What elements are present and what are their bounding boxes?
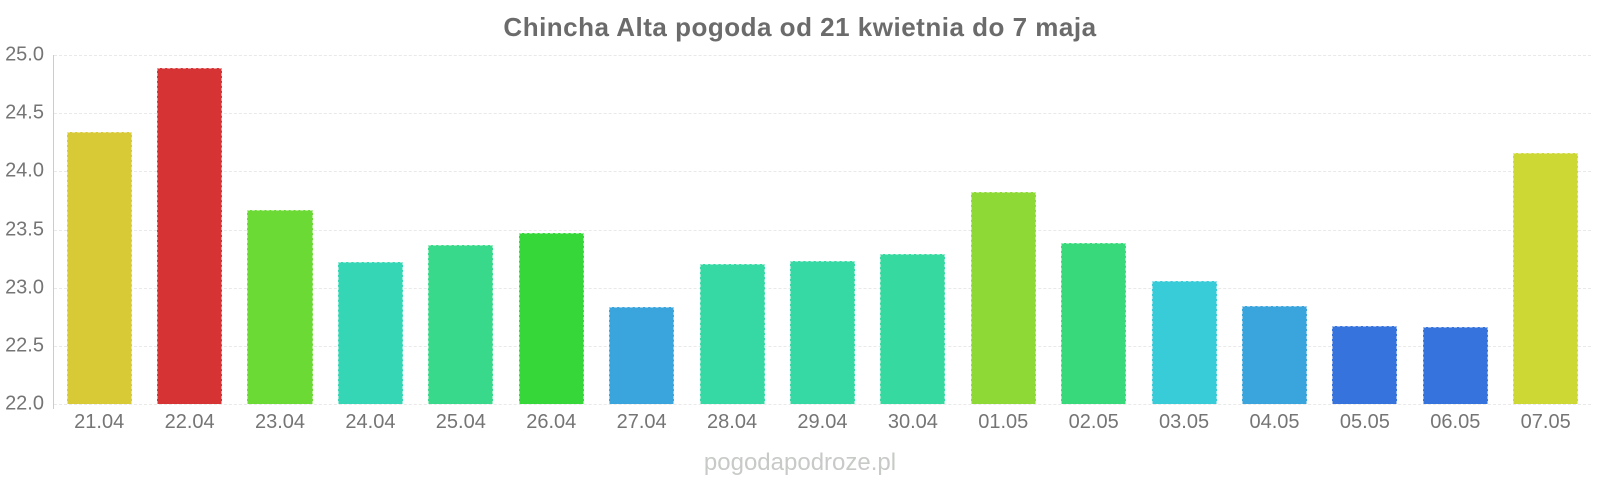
bar-slot bbox=[958, 55, 1048, 404]
x-tick-label: 29.04 bbox=[797, 411, 848, 433]
x-tick-label: 26.04 bbox=[526, 411, 577, 433]
bar-slot bbox=[777, 55, 867, 404]
x-tick-label: 30.04 bbox=[887, 411, 938, 433]
bar-30.04[interactable] bbox=[880, 253, 946, 404]
x-tick-label: 02.05 bbox=[1068, 411, 1119, 433]
gridline bbox=[54, 229, 1591, 231]
bar-slot bbox=[1410, 55, 1500, 404]
bar-slot bbox=[1320, 55, 1410, 404]
chart-title: Chincha Alta pogoda od 21 kwietnia do 7 … bbox=[503, 12, 1097, 42]
y-tick-label: 23.5 bbox=[5, 218, 44, 240]
bar-26.04[interactable] bbox=[518, 233, 584, 404]
y-tick-label: 23.0 bbox=[5, 276, 44, 299]
bar-02.05[interactable] bbox=[1061, 243, 1127, 404]
x-tick-label: 01.05 bbox=[978, 411, 1029, 433]
bar-21.04[interactable] bbox=[66, 131, 132, 404]
y-tick-label: 22.0 bbox=[5, 392, 44, 415]
bar-24.04[interactable] bbox=[337, 262, 403, 404]
bar-22.04[interactable] bbox=[157, 67, 223, 404]
gridline bbox=[54, 113, 1591, 115]
gridline bbox=[54, 55, 1591, 56]
bar-03.05[interactable] bbox=[1151, 280, 1217, 404]
bar-25.04[interactable] bbox=[428, 244, 494, 404]
y-tick-label: 25.0 bbox=[5, 43, 44, 66]
bar-slot bbox=[325, 55, 415, 404]
x-axis-tick-labels: 21.04 22.04 23.04 24.04 25.04 26.04 27.04 28.04… bbox=[54, 411, 1591, 434]
x-tick-label: 03.05 bbox=[1159, 411, 1210, 433]
bar-04.05[interactable] bbox=[1241, 306, 1308, 404]
bar-slot bbox=[235, 55, 325, 404]
bar-slot bbox=[1139, 55, 1229, 404]
bar-slot bbox=[1229, 55, 1319, 404]
bar-slot bbox=[54, 55, 144, 404]
bar-07.05[interactable] bbox=[1513, 152, 1579, 404]
bar-slot bbox=[687, 55, 777, 404]
watermark: pogodapodroze.pl bbox=[703, 449, 897, 476]
gridline bbox=[54, 171, 1591, 173]
x-tick-label: 24.04 bbox=[345, 411, 396, 433]
bar-01.05[interactable] bbox=[970, 192, 1036, 404]
y-tick-label: 24.0 bbox=[5, 159, 44, 182]
x-tick-label: 04.05 bbox=[1249, 411, 1300, 433]
x-tick-label: 07.05 bbox=[1520, 411, 1571, 433]
y-axis-line bbox=[53, 55, 54, 409]
bar-slot bbox=[144, 55, 234, 404]
bar-27.04[interactable] bbox=[609, 307, 675, 404]
bars-row bbox=[54, 55, 1591, 404]
x-tick-label: 28.04 bbox=[707, 411, 758, 433]
bar-slot bbox=[596, 55, 686, 404]
bar-slot bbox=[868, 55, 958, 404]
bar-28.04[interactable] bbox=[699, 264, 765, 404]
bar-23.04[interactable] bbox=[247, 209, 313, 404]
plot-area bbox=[54, 55, 1591, 405]
bar-05.05[interactable] bbox=[1332, 326, 1398, 404]
x-tick-label: 05.05 bbox=[1339, 411, 1390, 433]
y-tick-label: 22.5 bbox=[5, 334, 44, 357]
x-tick-label: 22.04 bbox=[164, 411, 215, 433]
x-tick-label: 21.04 bbox=[74, 411, 125, 433]
x-tick-label: 23.04 bbox=[254, 411, 306, 433]
bar-slot bbox=[416, 55, 506, 404]
y-tick-label: 24.5 bbox=[5, 101, 44, 124]
x-tick-label: 25.04 bbox=[435, 411, 486, 433]
bar-slot bbox=[1048, 55, 1138, 404]
x-tick-label: 27.04 bbox=[616, 411, 667, 433]
bar-slot bbox=[506, 55, 596, 404]
bar-06.05[interactable] bbox=[1422, 327, 1488, 404]
gridline bbox=[54, 404, 1591, 405]
bar-29.04[interactable] bbox=[789, 260, 855, 404]
x-tick-label: 06.05 bbox=[1430, 411, 1481, 433]
bar-slot bbox=[1501, 55, 1591, 404]
